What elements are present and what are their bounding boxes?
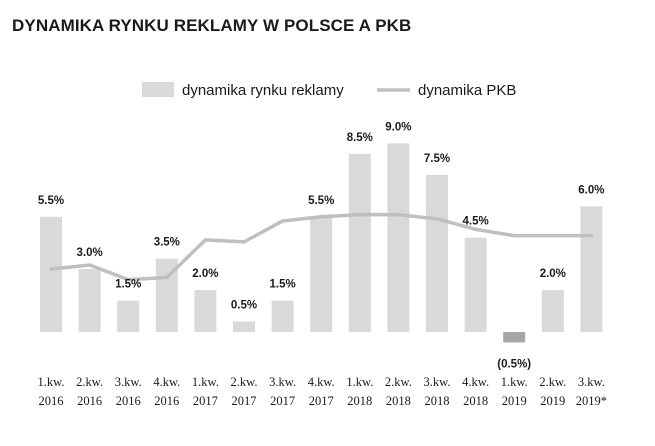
x-axis-ticks: 1.kw. 2016 2.kw. 2016 3.kw. 2016 4.kw. 2016 1.kw… (38, 375, 608, 408)
x-tick-quarter: 2.kw. (231, 375, 258, 389)
x-tick-year: 2019 (540, 394, 565, 408)
bar (464, 237, 487, 332)
data-label: 7.5% (424, 153, 450, 165)
bar (271, 300, 294, 332)
pkb-line (49, 212, 594, 282)
x-tick-year: 2016 (77, 394, 102, 408)
x-tick-quarter: 1.kw. (192, 375, 219, 389)
bar (387, 143, 410, 332)
x-tick-quarter: 4.kw. (462, 375, 489, 389)
bar (426, 174, 448, 332)
bar (117, 300, 140, 332)
x-tick-quarter: 2.kw. (76, 375, 103, 389)
legend-label-line: dynamika PKB (418, 82, 516, 99)
bar (78, 269, 101, 332)
bar-series (40, 143, 603, 343)
x-tick-year: 2017 (232, 394, 257, 408)
data-label: 3.5% (154, 237, 180, 249)
x-tick-year: 2017 (193, 394, 218, 408)
data-label: 2.0% (540, 268, 566, 280)
bar (310, 216, 333, 332)
x-tick-quarter: 3.kw. (578, 375, 605, 389)
data-label: 4.5% (462, 216, 488, 228)
x-tick-year: 2017 (309, 394, 334, 408)
legend: dynamika rynku reklamy dynamika PKB (142, 82, 516, 99)
bar (580, 206, 603, 332)
x-tick-year: 2017 (270, 394, 295, 408)
data-label: (0.5%) (497, 358, 531, 370)
data-label: 3.0% (76, 247, 102, 259)
x-tick-quarter: 2.kw. (385, 375, 412, 389)
x-tick-year: 2018 (386, 394, 411, 408)
x-tick-quarter: 4.kw. (308, 375, 335, 389)
x-tick-year: 2018 (425, 394, 450, 408)
data-label: 2.0% (192, 268, 218, 280)
x-tick-year: 2016 (154, 394, 179, 408)
x-tick-year: 2019 (502, 394, 527, 408)
legend-label-bars: dynamika rynku reklamy (182, 82, 344, 99)
x-tick-year: 2018 (463, 394, 488, 408)
x-tick-quarter: 3.kw. (115, 375, 142, 389)
data-labels: 5.5% 3.0% 1.5% 3.5% 2.0% 0.5% 1.5% 5.5% 8.5% 9.0%… (38, 121, 605, 370)
x-tick-year: 2019* (576, 394, 607, 408)
bar (194, 290, 217, 332)
bar (233, 321, 255, 332)
x-tick-quarter: 3.kw. (269, 375, 296, 389)
data-label: 1.5% (115, 279, 141, 291)
chart-title: DYNAMIKA RYNKU REKLAMY W POLSCE A PKB (12, 16, 412, 35)
x-tick-quarter: 1.kw. (38, 375, 65, 389)
data-label: 8.5% (347, 132, 373, 144)
line-series (49, 212, 594, 282)
data-label: 1.5% (269, 279, 295, 291)
bar (40, 216, 62, 332)
bar (348, 153, 371, 332)
bar (541, 290, 564, 332)
data-label: 5.5% (308, 195, 334, 207)
data-label: 0.5% (231, 300, 257, 312)
x-tick-quarter: 4.kw. (153, 375, 180, 389)
x-tick-quarter: 1.kw. (346, 375, 373, 389)
x-tick-year: 2016 (39, 394, 64, 408)
bar (503, 332, 526, 343)
data-label: 5.5% (38, 195, 64, 207)
data-label: 9.0% (385, 121, 411, 133)
data-label: 6.0% (578, 184, 604, 196)
x-tick-year: 2018 (347, 394, 372, 408)
x-tick-quarter: 1.kw. (501, 375, 528, 389)
x-tick-quarter: 2.kw. (539, 375, 566, 389)
x-tick-year: 2016 (116, 394, 141, 408)
legend-swatch-bars (142, 82, 174, 97)
x-tick-quarter: 3.kw. (424, 375, 451, 389)
